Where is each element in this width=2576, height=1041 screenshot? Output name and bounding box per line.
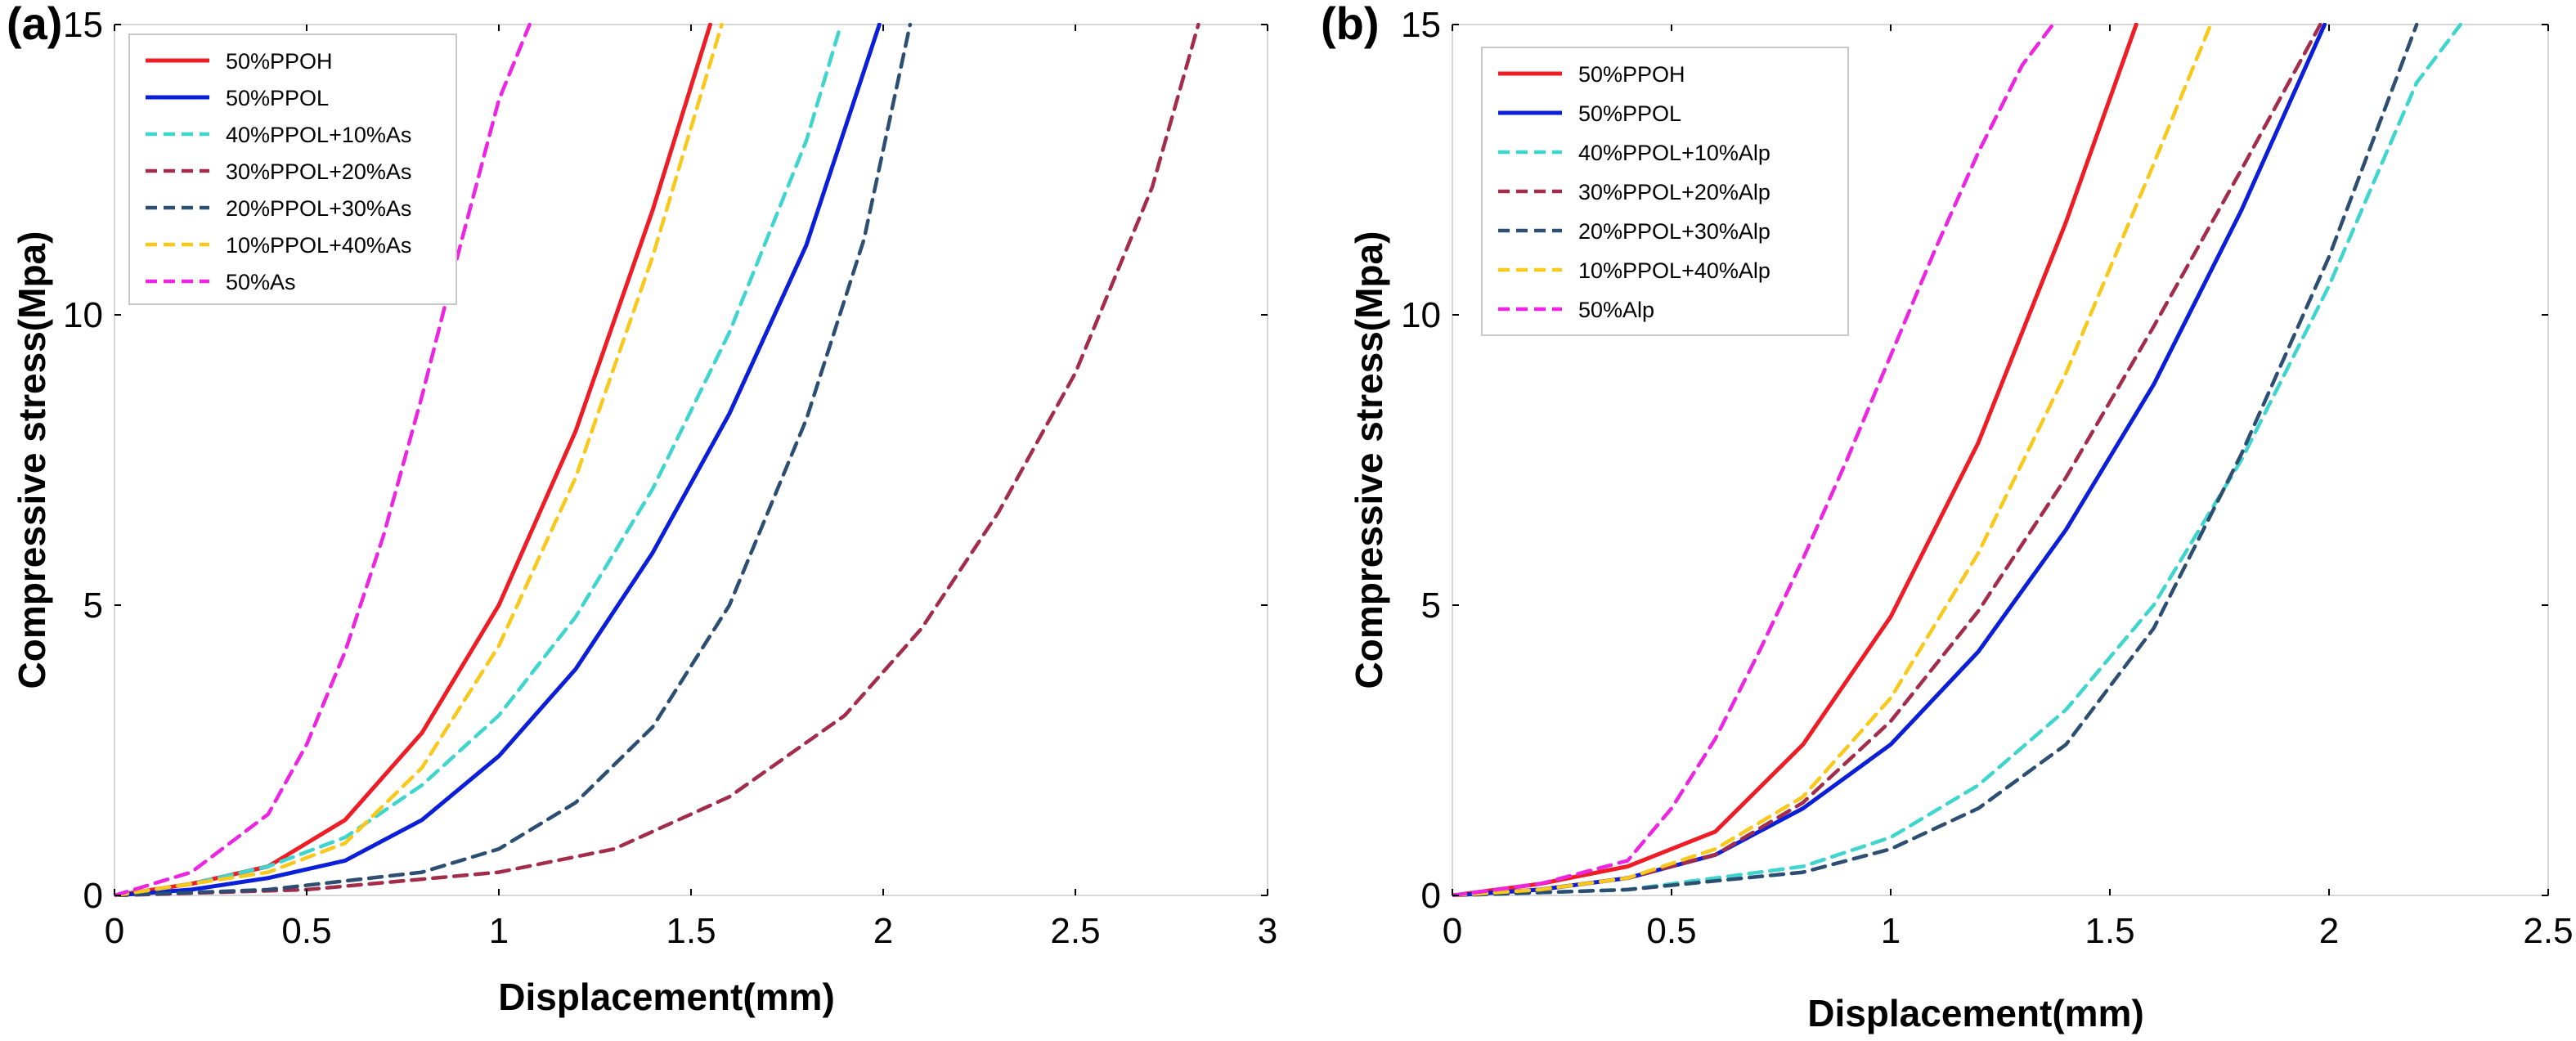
x-tick-label: 1 bbox=[489, 911, 509, 951]
x-tick-label: 0 bbox=[1443, 911, 1462, 951]
x-tick-label: 0.5 bbox=[1646, 911, 1696, 951]
y-axis-title: Compressive stress(Mpa) bbox=[1348, 231, 1390, 689]
legend-entry-label: 30%PPOL+20%As bbox=[226, 159, 411, 184]
x-tick-label: 1.5 bbox=[666, 911, 716, 951]
y-tick-label: 10 bbox=[1401, 295, 1441, 335]
legend-entry-label: 50%PPOL bbox=[226, 86, 329, 110]
series-line-6 bbox=[1452, 23, 2055, 897]
series-line-2 bbox=[114, 23, 843, 897]
x-axis-title: Displacement(mm) bbox=[1807, 992, 2144, 1034]
legend-entry-label: 10%PPOL+40%As bbox=[226, 233, 411, 258]
series-line-3 bbox=[1452, 23, 2322, 897]
legend-entry-label: 50%Alp bbox=[1578, 298, 1654, 322]
series-line-0 bbox=[114, 23, 712, 897]
y-tick-label: 0 bbox=[1421, 876, 1441, 916]
legend-entry-label: 10%PPOL+40%Alp bbox=[1578, 258, 1770, 283]
x-tick-label: 0.5 bbox=[281, 911, 331, 951]
y-axis-title: Compressive stress(Mpa) bbox=[11, 231, 53, 689]
series-line-6 bbox=[114, 23, 532, 897]
legend-entry-label: 40%PPOL+10%Alp bbox=[1578, 141, 1770, 165]
panel-label: (b) bbox=[1321, 0, 1380, 49]
series-line-1 bbox=[1452, 23, 2327, 897]
x-tick-label: 2.5 bbox=[2523, 911, 2573, 951]
legend-entry-label: 30%PPOL+20%Alp bbox=[1578, 180, 1770, 204]
x-tick-label: 1.5 bbox=[2085, 911, 2134, 951]
x-axis-title: Displacement(mm) bbox=[498, 976, 835, 1018]
series-line-0 bbox=[1452, 23, 2138, 897]
chart-panel-a: 0 0.5 1 1.5 2 2.5 3 0 5 10 15 Displacement(mm) Compr… bbox=[7, 0, 1277, 1018]
y-tick-label: 5 bbox=[83, 586, 103, 626]
series-line-3 bbox=[114, 23, 1200, 897]
x-tick-label: 1 bbox=[1881, 911, 1901, 951]
panel-label: (a) bbox=[7, 0, 62, 49]
x-tick-label: 2 bbox=[873, 911, 893, 951]
series-group bbox=[1452, 23, 2463, 897]
x-tick-label: 0 bbox=[105, 911, 124, 951]
legend-entry-label: 50%PPOL bbox=[1578, 101, 1681, 126]
legend: 50%PPOH 50%PPOL 40%PPOL+10%Alp 30%PPOL+20%A… bbox=[1481, 47, 1849, 336]
legend: 50%PPOH 50%PPOL 40%PPOL+10%As 30%PPOL+20%As… bbox=[128, 34, 457, 305]
y-tick-label: 0 bbox=[83, 876, 103, 916]
series-line-5 bbox=[1452, 23, 2213, 897]
series-line-2 bbox=[1452, 23, 2463, 897]
legend-entry-label: 50%PPOH bbox=[1578, 62, 1685, 87]
series-line-4 bbox=[1452, 23, 2419, 897]
legend-entry-label: 40%PPOL+10%As bbox=[226, 123, 411, 147]
y-tick-label: 10 bbox=[63, 295, 103, 335]
chart-panel-b: 0 0.5 1 1.5 2 2.5 0 5 10 15 Displacement(mm) Compre… bbox=[1321, 0, 2574, 1034]
y-tick-label: 5 bbox=[1421, 586, 1441, 626]
series-line-4 bbox=[114, 23, 913, 897]
legend-entry-label: 50%As bbox=[226, 270, 296, 294]
x-tick-label: 3 bbox=[1258, 911, 1277, 951]
series-group bbox=[114, 23, 1200, 897]
y-tick-label: 15 bbox=[1401, 5, 1441, 45]
legend-entry-label: 20%PPOL+30%As bbox=[226, 196, 411, 221]
legend-entry-label: 50%PPOH bbox=[226, 49, 333, 74]
y-tick-label: 15 bbox=[63, 5, 103, 45]
x-tick-label: 2.5 bbox=[1050, 911, 1100, 951]
x-tick-label: 2 bbox=[2319, 911, 2339, 951]
legend-entry-label: 20%PPOL+30%Alp bbox=[1578, 219, 1770, 244]
series-line-1 bbox=[114, 23, 882, 897]
series-line-5 bbox=[114, 23, 724, 897]
